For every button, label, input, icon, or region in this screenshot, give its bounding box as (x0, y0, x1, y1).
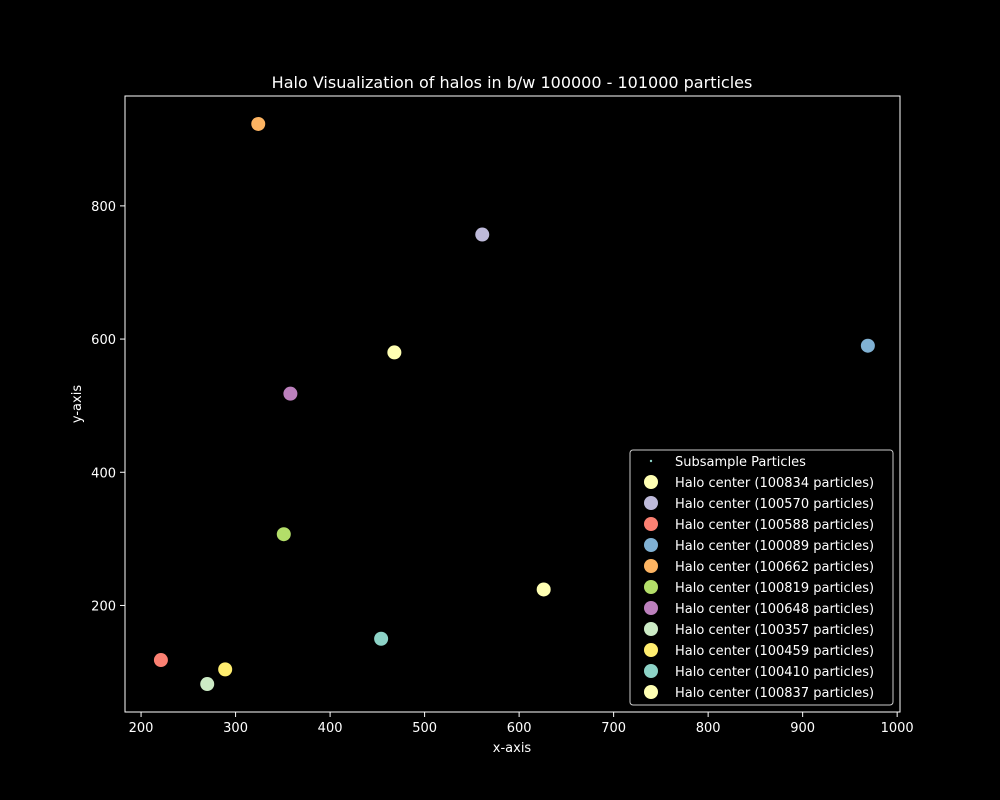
legend-marker (644, 496, 658, 510)
legend-marker (644, 601, 658, 615)
x-tick-label: 400 (318, 721, 343, 736)
legend-label: Halo center (100588 particles) (675, 518, 874, 533)
x-tick-label: 600 (507, 721, 532, 736)
halo-center-point (387, 345, 402, 360)
legend-label: Halo center (100459 particles) (675, 644, 874, 659)
x-tick-label: 300 (223, 721, 248, 736)
legend-label: Halo center (100819 particles) (675, 581, 874, 596)
chart-title: Halo Visualization of halos in b/w 10000… (272, 73, 753, 92)
y-axis-label: y-axis (70, 385, 85, 423)
x-axis-ticks: 200 300 400 500 600 700 800 900 1000 (129, 712, 914, 736)
y-tick-label: 800 (91, 200, 116, 215)
x-tick-label: 700 (601, 721, 626, 736)
legend-label: Halo center (100089 particles) (675, 539, 874, 554)
legend-label: Halo center (100837 particles) (675, 686, 874, 701)
halo-center-point (374, 631, 389, 646)
x-axis-label: x-axis (493, 741, 532, 756)
legend-marker (644, 538, 658, 552)
halo-center-point (860, 338, 875, 353)
x-tick-label: 1000 (881, 721, 914, 736)
halo-center-point (218, 662, 233, 677)
halo-center-point (475, 227, 490, 242)
legend-marker (644, 622, 658, 636)
x-tick-label: 200 (129, 721, 154, 736)
x-tick-label: 800 (696, 721, 721, 736)
legend-frame (629, 449, 894, 706)
halo-center-point (536, 582, 551, 597)
legend-label: Halo center (100648 particles) (675, 602, 874, 617)
halo-center-point (283, 386, 298, 401)
legend-marker (644, 559, 658, 573)
halo-center-point (200, 677, 215, 692)
legend-marker (644, 475, 658, 489)
y-tick-label: 400 (91, 466, 116, 481)
legend-label-subsample: Subsample Particles (675, 455, 806, 470)
halo-center-point (276, 527, 291, 542)
legend-marker (644, 643, 658, 657)
legend-marker (644, 517, 658, 531)
legend-label: Halo center (100834 particles) (675, 476, 874, 491)
legend-marker-subsample (649, 459, 653, 463)
legend-marker (644, 580, 658, 594)
legend-marker (644, 685, 658, 699)
y-tick-label: 200 (91, 599, 116, 614)
halo-center-point (153, 653, 168, 668)
legend-label: Halo center (100662 particles) (675, 560, 874, 575)
legend-label: Halo center (100410 particles) (675, 665, 874, 680)
legend: Subsample Particles Halo center (100834 p… (629, 449, 894, 706)
x-tick-label: 500 (412, 721, 437, 736)
halo-center-points (153, 116, 875, 692)
y-axis-ticks: 200 400 600 800 (91, 200, 125, 614)
legend-label: Halo center (100570 particles) (675, 497, 874, 512)
x-tick-label: 900 (790, 721, 815, 736)
legend-marker (644, 664, 658, 678)
legend-label: Halo center (100357 particles) (675, 623, 874, 638)
halo-center-point (251, 116, 266, 131)
y-tick-label: 600 (91, 333, 116, 348)
